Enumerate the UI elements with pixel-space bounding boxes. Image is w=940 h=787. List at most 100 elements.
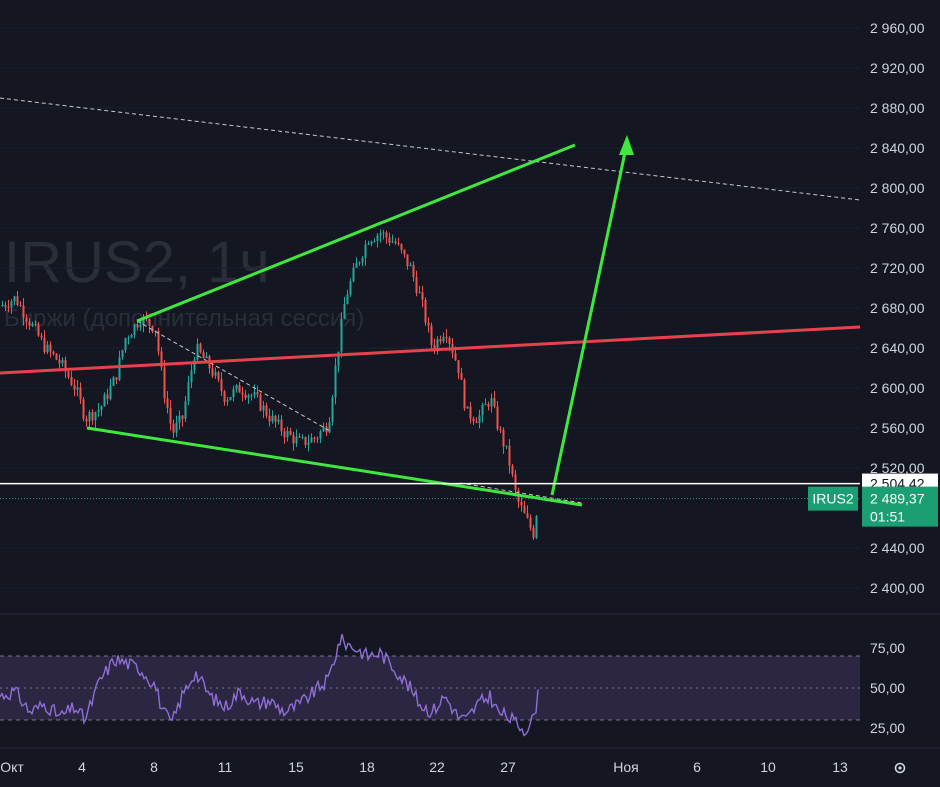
rsi-pane[interactable] (0, 613, 940, 737)
time-tick-label: 10 (760, 759, 776, 775)
dashed-channel-line[interactable] (0, 97, 861, 201)
candle-body (148, 318, 151, 326)
candle-body (421, 292, 424, 300)
candle (412, 261, 415, 282)
candle (373, 238, 376, 243)
symbol-watermark: IRUS2, 1ч Биржи (дополнительная сессия) (4, 230, 364, 332)
candle (256, 385, 259, 398)
candle-body (169, 408, 172, 424)
candle-body (136, 324, 139, 328)
candle-body (499, 428, 502, 430)
candle-body (196, 343, 199, 360)
candle-body (10, 301, 13, 308)
candle-body (520, 501, 523, 506)
time-scale[interactable]: Окт 4 8 11 15 18 22 27 Ноя 6 10 13 (0, 747, 940, 775)
candle-body (355, 263, 358, 268)
dashed-inner-trendline[interactable] (136, 320, 331, 432)
candle (22, 297, 25, 326)
price-tick-label: 2 600,00 (870, 380, 925, 396)
price-tick-label: 2 760,00 (870, 220, 925, 236)
candle (259, 392, 262, 412)
candle (343, 296, 346, 320)
candle-body (220, 379, 223, 392)
candle (385, 230, 388, 244)
candle-body (313, 437, 316, 439)
candle (298, 433, 301, 438)
candle (436, 336, 439, 355)
gear-icon[interactable] (894, 762, 906, 774)
candle (304, 436, 307, 448)
candle-body (454, 353, 457, 361)
candle (193, 356, 196, 375)
candle-body (394, 241, 397, 244)
candle (169, 400, 172, 431)
rsi-scale[interactable]: 75,00 50,00 25,00 (870, 640, 905, 736)
candle (109, 378, 112, 401)
projection-arrow-line[interactable] (550, 142, 629, 496)
candle-body (457, 360, 460, 374)
candle (505, 445, 508, 450)
candle-body (61, 359, 64, 364)
candle-body (106, 394, 109, 399)
drawing-layer[interactable] (0, 97, 861, 507)
candle (40, 332, 43, 341)
price-tick-label: 2 960,00 (870, 20, 925, 36)
time-tick-label: 4 (78, 759, 86, 775)
candle (46, 340, 49, 355)
candle-body (475, 421, 478, 423)
time-tick-label: 8 (150, 759, 158, 775)
candle (73, 378, 76, 397)
candle (262, 400, 265, 419)
candle-body (373, 240, 376, 242)
candle (319, 429, 322, 444)
candle-body (178, 415, 181, 423)
candle-body (337, 351, 340, 366)
lower-trendline[interactable] (86, 426, 583, 507)
candle-body (265, 405, 268, 416)
upper-trendline[interactable] (136, 143, 576, 323)
candle-body (64, 359, 67, 372)
candle (442, 332, 445, 344)
rsi-line[interactable] (0, 633, 539, 737)
candle (292, 431, 295, 451)
candle (58, 354, 61, 369)
candle (295, 429, 298, 447)
candle-body (79, 387, 82, 400)
candle (55, 353, 58, 361)
candle (400, 243, 403, 254)
candle-body (331, 397, 334, 423)
candle (229, 396, 232, 401)
candle-body (379, 233, 382, 236)
candle-body (328, 422, 331, 433)
price-scale[interactable]: 2 960,00 2 920,00 2 880,00 2 840,00 2 800,00… (870, 20, 925, 596)
candlestick-series[interactable] (1, 229, 538, 540)
time-tick-label: Ноя (613, 759, 638, 775)
candle-body (175, 422, 178, 433)
candle-body (349, 281, 352, 295)
candle-body (478, 415, 481, 423)
candle-body (151, 325, 154, 332)
projection-arrowhead[interactable] (619, 135, 634, 155)
resistance-line[interactable] (0, 325, 861, 375)
candle-body (235, 385, 238, 390)
candle-body (496, 406, 499, 429)
candle-body (448, 338, 451, 344)
candle (100, 405, 103, 417)
candle-body (172, 423, 175, 433)
candle (397, 237, 400, 246)
price-tick-label: 2 400,00 (870, 580, 925, 596)
candle-body (439, 339, 442, 342)
candle-body (280, 419, 283, 432)
rsi-tick-label: 50,00 (870, 680, 905, 696)
price-grid (0, 27, 860, 589)
candle-body (7, 306, 10, 308)
candle (457, 360, 460, 380)
candle (91, 409, 94, 425)
time-tick-label: 18 (359, 759, 375, 775)
candle (235, 384, 238, 393)
candle (13, 295, 16, 306)
candle (523, 500, 526, 514)
price-tick-label: 2 840,00 (870, 140, 925, 156)
candle (307, 434, 310, 452)
price-tick-label: 2 720,00 (870, 260, 925, 276)
